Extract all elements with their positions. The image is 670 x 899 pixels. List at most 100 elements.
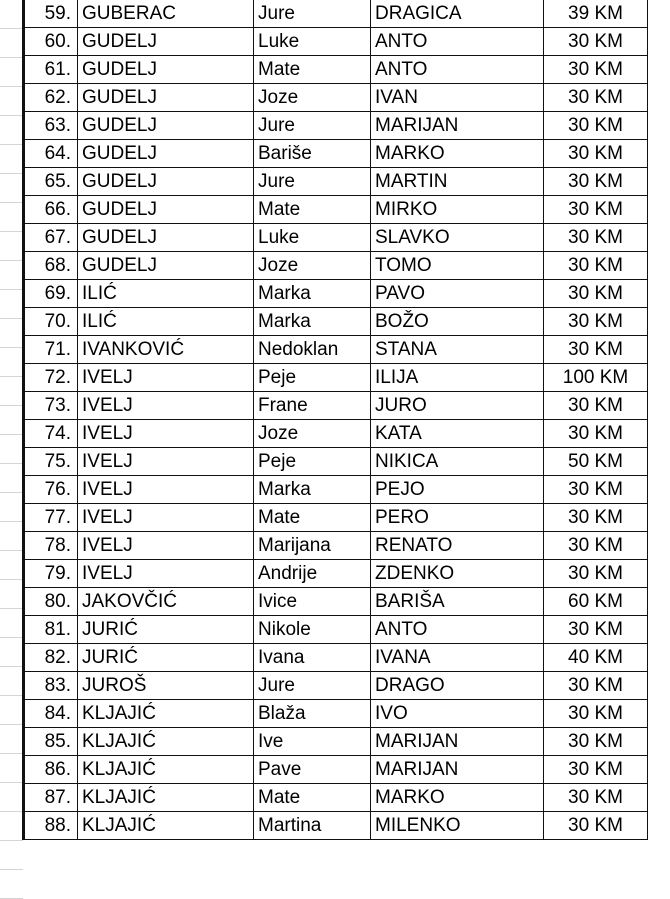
amount-cell[interactable]: 30 KM bbox=[543, 615, 648, 644]
first-name-cell[interactable]: IVAN bbox=[370, 83, 544, 112]
surname-cell[interactable]: GUDELJ bbox=[77, 251, 254, 280]
amount-cell[interactable]: 40 KM bbox=[543, 643, 648, 672]
father-name-cell[interactable]: Andrije bbox=[253, 559, 371, 588]
surname-cell[interactable]: KLJAJIĆ bbox=[77, 699, 254, 728]
surname-cell[interactable]: KLJAJIĆ bbox=[77, 727, 254, 756]
row-number-cell[interactable]: 87. bbox=[23, 783, 78, 812]
row-number-cell[interactable]: 88. bbox=[23, 811, 78, 840]
amount-cell[interactable]: 30 KM bbox=[543, 699, 648, 728]
row-number-cell[interactable]: 63. bbox=[23, 111, 78, 140]
row-number-cell[interactable]: 82. bbox=[23, 643, 78, 672]
amount-cell[interactable]: 30 KM bbox=[543, 419, 648, 448]
row-number-cell[interactable]: 84. bbox=[23, 699, 78, 728]
row-number-cell[interactable]: 66. bbox=[23, 195, 78, 224]
surname-cell[interactable]: IVELJ bbox=[77, 391, 254, 420]
amount-cell[interactable]: 30 KM bbox=[543, 195, 648, 224]
father-name-cell[interactable]: Nikole bbox=[253, 615, 371, 644]
father-name-cell[interactable]: Bariše bbox=[253, 139, 371, 168]
row-number-cell[interactable]: 70. bbox=[23, 307, 78, 336]
surname-cell[interactable]: GUDELJ bbox=[77, 111, 254, 140]
first-name-cell[interactable]: ILIJA bbox=[370, 363, 544, 392]
first-name-cell[interactable]: PAVO bbox=[370, 279, 544, 308]
first-name-cell[interactable]: PERO bbox=[370, 503, 544, 532]
father-name-cell[interactable]: Luke bbox=[253, 27, 371, 56]
row-number-cell[interactable]: 79. bbox=[23, 559, 78, 588]
amount-cell[interactable]: 30 KM bbox=[543, 559, 648, 588]
father-name-cell[interactable]: Marka bbox=[253, 475, 371, 504]
first-name-cell[interactable]: MARIJAN bbox=[370, 111, 544, 140]
row-number-cell[interactable]: 67. bbox=[23, 223, 78, 252]
father-name-cell[interactable]: Joze bbox=[253, 419, 371, 448]
row-number-cell[interactable]: 62. bbox=[23, 83, 78, 112]
father-name-cell[interactable]: Jure bbox=[253, 0, 371, 28]
row-number-cell[interactable]: 76. bbox=[23, 475, 78, 504]
surname-cell[interactable]: JURIĆ bbox=[77, 615, 254, 644]
row-number-cell[interactable]: 71. bbox=[23, 335, 78, 364]
amount-cell[interactable]: 30 KM bbox=[543, 279, 648, 308]
row-number-cell[interactable]: 73. bbox=[23, 391, 78, 420]
father-name-cell[interactable]: Jure bbox=[253, 167, 371, 196]
first-name-cell[interactable]: STANA bbox=[370, 335, 544, 364]
surname-cell[interactable]: GUDELJ bbox=[77, 83, 254, 112]
father-name-cell[interactable]: Mate bbox=[253, 503, 371, 532]
amount-cell[interactable]: 30 KM bbox=[543, 139, 648, 168]
row-number-cell[interactable]: 80. bbox=[23, 587, 78, 616]
father-name-cell[interactable]: Mate bbox=[253, 783, 371, 812]
amount-cell[interactable]: 30 KM bbox=[543, 111, 648, 140]
father-name-cell[interactable]: Blaža bbox=[253, 699, 371, 728]
amount-cell[interactable]: 30 KM bbox=[543, 167, 648, 196]
amount-cell[interactable]: 30 KM bbox=[543, 755, 648, 784]
surname-cell[interactable]: IVELJ bbox=[77, 363, 254, 392]
amount-cell[interactable]: 30 KM bbox=[543, 251, 648, 280]
row-number-cell[interactable]: 85. bbox=[23, 727, 78, 756]
first-name-cell[interactable]: ANTO bbox=[370, 55, 544, 84]
first-name-cell[interactable]: DRAGICA bbox=[370, 0, 544, 28]
row-number-cell[interactable]: 65. bbox=[23, 167, 78, 196]
row-number-cell[interactable]: 77. bbox=[23, 503, 78, 532]
first-name-cell[interactable]: ANTO bbox=[370, 27, 544, 56]
first-name-cell[interactable]: MARKO bbox=[370, 139, 544, 168]
surname-cell[interactable]: GUDELJ bbox=[77, 223, 254, 252]
surname-cell[interactable]: KLJAJIĆ bbox=[77, 811, 254, 840]
surname-cell[interactable]: ILIĆ bbox=[77, 279, 254, 308]
surname-cell[interactable]: GUBERAC bbox=[77, 0, 254, 28]
amount-cell[interactable]: 30 KM bbox=[543, 671, 648, 700]
father-name-cell[interactable]: Ivana bbox=[253, 643, 371, 672]
father-name-cell[interactable]: Jure bbox=[253, 671, 371, 700]
father-name-cell[interactable]: Mate bbox=[253, 195, 371, 224]
first-name-cell[interactable]: BARIŠA bbox=[370, 587, 544, 616]
father-name-cell[interactable]: Frane bbox=[253, 391, 371, 420]
surname-cell[interactable]: KLJAJIĆ bbox=[77, 783, 254, 812]
first-name-cell[interactable]: TOMO bbox=[370, 251, 544, 280]
father-name-cell[interactable]: Peje bbox=[253, 447, 371, 476]
first-name-cell[interactable]: IVANA bbox=[370, 643, 544, 672]
row-number-cell[interactable]: 68. bbox=[23, 251, 78, 280]
surname-cell[interactable]: GUDELJ bbox=[77, 55, 254, 84]
surname-cell[interactable]: ILIĆ bbox=[77, 307, 254, 336]
first-name-cell[interactable]: DRAGO bbox=[370, 671, 544, 700]
amount-cell[interactable]: 30 KM bbox=[543, 531, 648, 560]
row-number-cell[interactable]: 78. bbox=[23, 531, 78, 560]
row-number-cell[interactable]: 86. bbox=[23, 755, 78, 784]
amount-cell[interactable]: 50 KM bbox=[543, 447, 648, 476]
amount-cell[interactable]: 30 KM bbox=[543, 223, 648, 252]
first-name-cell[interactable]: KATA bbox=[370, 419, 544, 448]
surname-cell[interactable]: GUDELJ bbox=[77, 167, 254, 196]
surname-cell[interactable]: IVELJ bbox=[77, 475, 254, 504]
first-name-cell[interactable]: NIKICA bbox=[370, 447, 544, 476]
first-name-cell[interactable]: SLAVKO bbox=[370, 223, 544, 252]
surname-cell[interactable]: GUDELJ bbox=[77, 195, 254, 224]
surname-cell[interactable]: IVELJ bbox=[77, 531, 254, 560]
first-name-cell[interactable]: BOŽO bbox=[370, 307, 544, 336]
first-name-cell[interactable]: RENATO bbox=[370, 531, 544, 560]
amount-cell[interactable]: 39 KM bbox=[543, 0, 648, 28]
first-name-cell[interactable]: JURO bbox=[370, 391, 544, 420]
amount-cell[interactable]: 60 KM bbox=[543, 587, 648, 616]
surname-cell[interactable]: IVELJ bbox=[77, 559, 254, 588]
father-name-cell[interactable]: Martina bbox=[253, 811, 371, 840]
row-number-cell[interactable]: 64. bbox=[23, 139, 78, 168]
amount-cell[interactable]: 30 KM bbox=[543, 307, 648, 336]
amount-cell[interactable]: 30 KM bbox=[543, 55, 648, 84]
row-number-cell[interactable]: 69. bbox=[23, 279, 78, 308]
first-name-cell[interactable]: MARKO bbox=[370, 783, 544, 812]
